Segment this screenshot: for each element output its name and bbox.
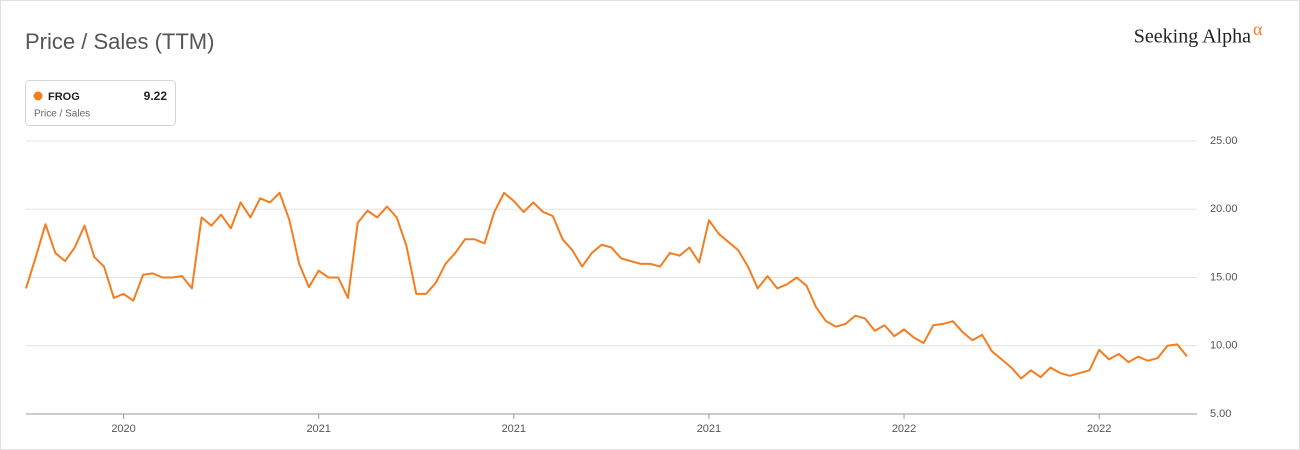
legend-entry: FROG <box>48 91 80 103</box>
chart-title: Price / Sales (TTM) <box>25 29 214 54</box>
y-tick-label: 10.00 <box>1210 340 1238 352</box>
y-tick-label: 25.00 <box>1210 135 1238 147</box>
x-tick-label: 2022 <box>892 423 916 435</box>
x-tick-label: 2020 <box>111 423 135 435</box>
x-tick-label: 2021 <box>306 423 330 435</box>
x-tick-label: 2021 <box>697 423 721 435</box>
brand-mark: α <box>1253 19 1263 39</box>
x-tick-label: 2022 <box>1087 423 1111 435</box>
legend-box <box>25 80 176 126</box>
x-tick-label: 2021 <box>502 423 526 435</box>
line-series <box>25 191 1188 380</box>
y-tick-label: 20.00 <box>1210 203 1238 215</box>
y-tick-label: 5.00 <box>1210 408 1231 420</box>
legend-value: 9.22 <box>144 89 168 103</box>
brand: Seeking Alpha <box>1134 26 1251 48</box>
legend-swatch <box>33 91 43 101</box>
y-tick-label: 15.00 <box>1210 271 1238 283</box>
legend-subtitle: Price / Sales <box>34 109 90 120</box>
